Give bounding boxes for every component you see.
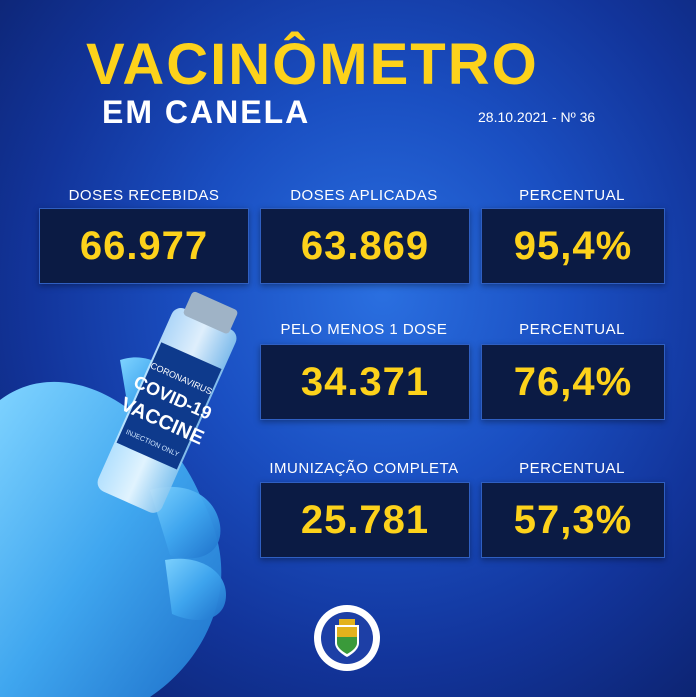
percentual-1-dose-value: 76,4% (513, 360, 633, 404)
percentual-aplicadas-value: 95,4% (513, 224, 633, 268)
vial-icon: CORONAVIRUS COVID-19 VACCINE INJECTION O… (97, 291, 238, 513)
doses-recebidas-label: DOSES RECEBIDAS (68, 187, 220, 204)
percentual-completa-box: 57,3% (481, 482, 665, 558)
date-edition: 28.10.2021 - Nº 36 (478, 109, 596, 125)
percentual-1-dose-box: 76,4% (481, 344, 665, 420)
doses-aplicadas-value: 63.869 (300, 224, 430, 268)
poster-title: VACINÔMETRO (86, 32, 539, 97)
percentual-aplicadas-label: PERCENTUAL (519, 187, 625, 204)
doses-recebidas-value: 66.977 (79, 224, 209, 268)
pelo-menos-1-dose-label: PELO MENOS 1 DOSE (280, 321, 448, 338)
doses-recebidas-box: 66.977 (39, 208, 249, 284)
imunizacao-completa-box: 25.781 (260, 482, 470, 558)
vaccine-vial-illustration: CORONAVIRUS COVID-19 VACCINE INJECTION O… (0, 291, 238, 697)
doses-aplicadas-label: DOSES APLICADAS (290, 187, 438, 204)
pelo-menos-1-dose-value: 34.371 (300, 360, 430, 404)
poster-subtitle: EM CANELA (102, 94, 311, 130)
percentual-1-dose-label: PERCENTUAL (519, 321, 625, 338)
percentual-aplicadas-box: 95,4% (481, 208, 665, 284)
pelo-menos-1-dose-box: 34.371 (260, 344, 470, 420)
imunizacao-completa-value: 25.781 (300, 498, 430, 542)
imunizacao-completa-label: IMUNIZAÇÃO COMPLETA (269, 460, 459, 477)
percentual-completa-label: PERCENTUAL (519, 460, 625, 477)
doses-aplicadas-box: 63.869 (260, 208, 470, 284)
municipal-emblem-icon (314, 605, 380, 671)
percentual-completa-value: 57,3% (513, 498, 633, 542)
